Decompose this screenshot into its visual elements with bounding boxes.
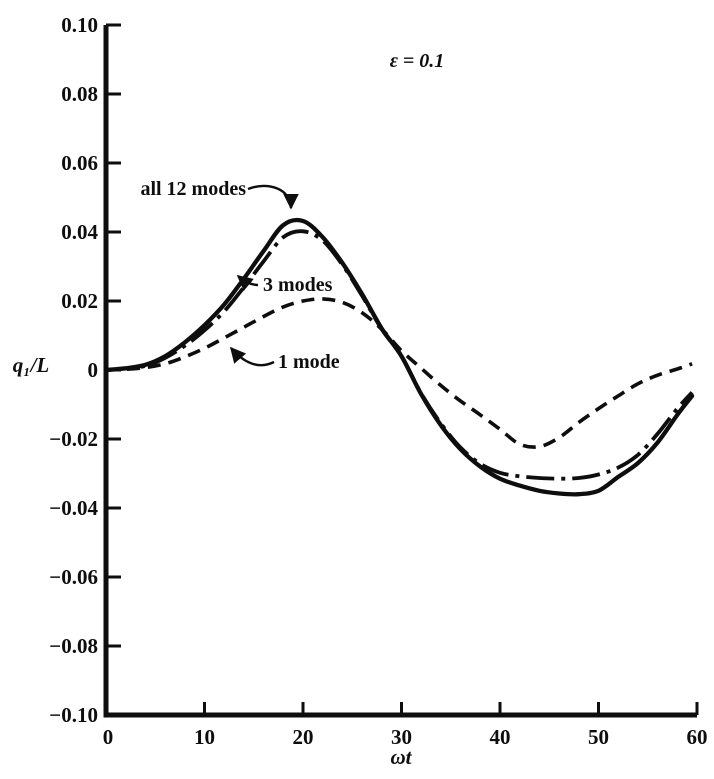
- x-tick-label: 50: [588, 725, 609, 749]
- label-1-mode: 1 mode: [278, 351, 340, 373]
- curve-all-12-modes: [103, 217, 695, 497]
- y-tick-label: −0.08: [49, 634, 98, 658]
- x-tick-label: 40: [490, 725, 511, 749]
- label-3-modes: 3 modes: [263, 274, 333, 296]
- y-tick-label: 0.10: [61, 13, 98, 37]
- x-tick-label: 60: [687, 725, 708, 749]
- label-all-12-modes: all 12 modes: [140, 178, 246, 200]
- x-tick-label: 10: [194, 725, 215, 749]
- arrow-3-modes: [236, 275, 259, 291]
- x-tick-label: 30: [391, 725, 412, 749]
- y-tick-label: −0.10: [49, 703, 98, 727]
- y-tick-label: −0.04: [49, 496, 98, 520]
- axes-layer: 0.10 0.08 0.06 0.04 0.02 0 −0.02 −0.04 −0.06 −0.0…: [49, 13, 707, 749]
- y-tick-label: 0.06: [61, 151, 98, 175]
- x-axis-label: ωt: [390, 745, 412, 769]
- y-tick-label: 0: [88, 358, 99, 382]
- y-axis-label: q₁/L: [13, 353, 49, 377]
- curves-layer: [103, 217, 695, 497]
- arrow-all-12-modes: [247, 184, 299, 210]
- y-tick-label: −0.06: [49, 565, 98, 589]
- arrow-1-mode: [229, 346, 275, 367]
- y-tick-label: 0.02: [61, 289, 98, 313]
- x-tick-label: 0: [103, 725, 114, 749]
- y-tick-label: −0.02: [49, 427, 98, 451]
- curve-1-mode: [105, 297, 693, 449]
- epsilon-annotation: ε = 0.1: [390, 50, 445, 72]
- y-tick-label: 0.08: [61, 82, 98, 106]
- curve-3-modes: [105, 229, 694, 481]
- y-tick-label: 0.04: [61, 220, 98, 244]
- x-tick-label: 20: [293, 725, 314, 749]
- annotations-layer: ε = 0.1 all 12 modes 3 modes 1 mode q₁/L…: [13, 50, 445, 769]
- axis-spine: [103, 25, 697, 718]
